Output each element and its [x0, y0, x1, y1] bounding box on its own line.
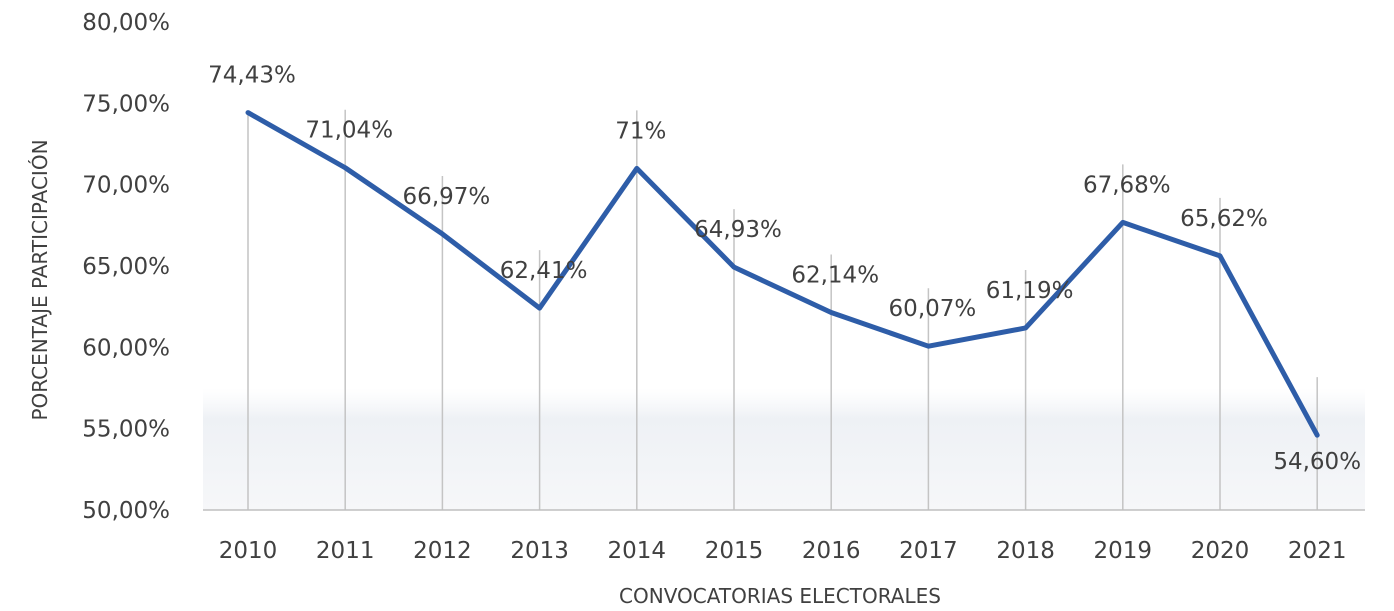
data-label: 62,14%: [791, 263, 879, 289]
x-tick-label: 2020: [1191, 538, 1250, 564]
series-line: [245, 110, 1320, 438]
data-label: 71,04%: [305, 118, 393, 144]
data-label: 61,19%: [986, 278, 1074, 304]
x-tick-label: 2015: [705, 538, 764, 564]
x-tick-label: 2019: [1094, 538, 1153, 564]
x-tick-label: 2018: [996, 538, 1055, 564]
x-tick-label: 2010: [219, 538, 278, 564]
x-tick-label: 2012: [413, 538, 472, 564]
y-tick-label: 55,00%: [82, 417, 170, 443]
y-tick-label: 80,00%: [82, 10, 170, 36]
x-tick-label: 2014: [608, 538, 667, 564]
y-tick-label: 50,00%: [82, 498, 170, 524]
data-label: 64,93%: [694, 217, 782, 243]
y-tick-label: 65,00%: [82, 254, 170, 280]
x-tick-label: 2016: [802, 538, 861, 564]
x-tick-label: 2021: [1288, 538, 1347, 564]
y-tick-label: 75,00%: [82, 91, 170, 117]
y-tick-label: 70,00%: [82, 173, 170, 199]
data-labels: 74,43% 71,04% 66,97% 62,41% 71% 64,93% 62,14% 6…: [208, 63, 1361, 476]
data-label: 67,68%: [1083, 172, 1171, 198]
data-label: 66,97%: [403, 184, 491, 210]
y-axis-title: PORCENTAJE PARTICIPACIÓN: [28, 139, 52, 420]
x-axis: 2010 2011 2012 2013 2014 2015 2016 2017 2018 2019…: [219, 538, 1347, 564]
x-tick-label: 2013: [510, 538, 569, 564]
data-label: 54,60%: [1273, 449, 1361, 475]
data-label: 60,07%: [889, 296, 977, 322]
y-tick-label: 60,00%: [82, 335, 170, 361]
plot-bottom-band: [203, 388, 1365, 510]
data-label: 74,43%: [208, 63, 296, 89]
x-tick-label: 2017: [899, 538, 958, 564]
data-label: 71%: [615, 118, 666, 144]
x-tick-label: 2011: [316, 538, 375, 564]
data-label: 62,41%: [500, 258, 588, 284]
x-axis-title: CONVOCATORIAS ELECTORALES: [619, 584, 941, 608]
data-label: 65,62%: [1180, 206, 1268, 232]
y-axis: 50,00% 55,00% 60,00% 65,00% 70,00% 75,00% 80,0…: [82, 10, 170, 524]
